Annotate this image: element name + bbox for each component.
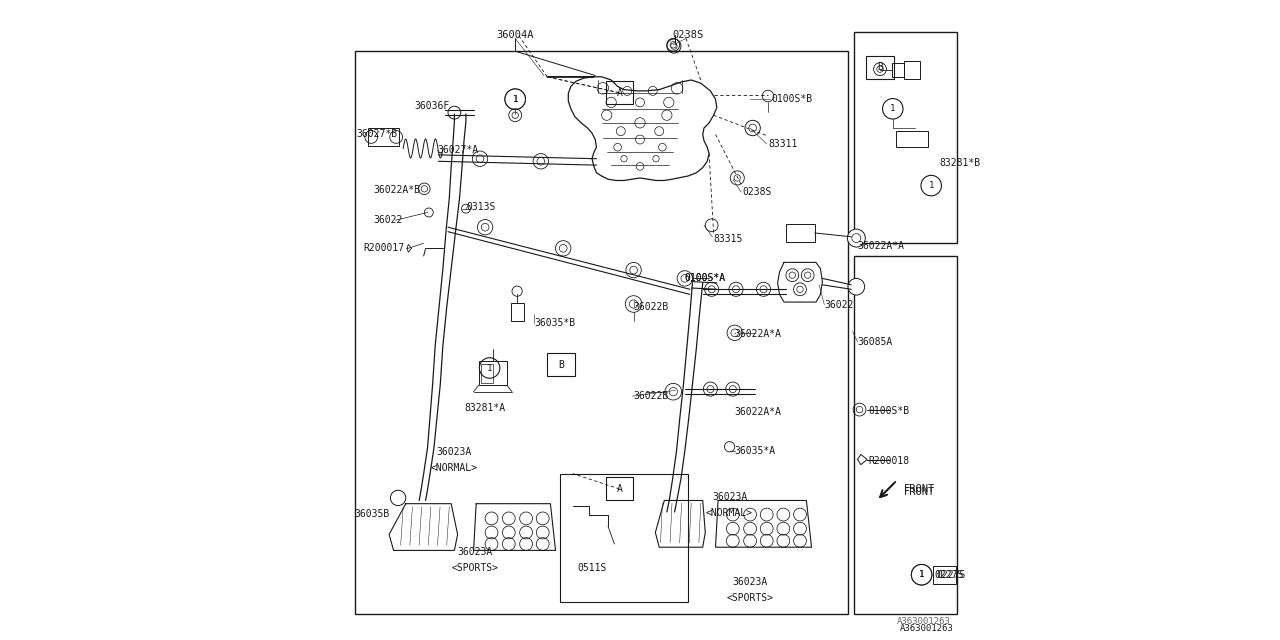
Text: 0511S: 0511S: [577, 563, 607, 573]
Bar: [855, 256, 957, 614]
Circle shape: [480, 358, 500, 378]
Text: 1: 1: [512, 95, 518, 104]
Bar: [605, 477, 634, 500]
Text: 0313S: 0313S: [466, 202, 495, 212]
Text: B: B: [558, 360, 564, 370]
Text: B: B: [877, 62, 883, 72]
Text: <NORMAL>: <NORMAL>: [431, 463, 477, 474]
Text: 36022A*A: 36022A*A: [735, 407, 782, 417]
Circle shape: [448, 106, 461, 119]
Text: A: A: [617, 88, 622, 98]
Text: 36022: 36022: [374, 214, 402, 225]
Circle shape: [506, 89, 526, 109]
Text: 36022: 36022: [824, 300, 854, 310]
Bar: [896, 131, 928, 147]
Text: 1: 1: [486, 364, 493, 372]
Text: 36022B: 36022B: [634, 391, 669, 401]
Circle shape: [847, 229, 865, 247]
Bar: [548, 353, 575, 376]
Bar: [855, 32, 957, 243]
Text: 36023A: 36023A: [712, 492, 748, 502]
Circle shape: [745, 120, 760, 136]
Text: A363001263: A363001263: [900, 624, 954, 633]
Text: FRONT: FRONT: [904, 486, 934, 497]
Text: <NORMAL>: <NORMAL>: [707, 508, 753, 518]
Text: 0100S*A: 0100S*A: [685, 273, 726, 284]
Bar: [561, 474, 689, 602]
Text: 36035B: 36035B: [355, 509, 390, 519]
Text: 36023A: 36023A: [457, 547, 493, 557]
Text: <SPORTS>: <SPORTS>: [727, 593, 773, 603]
Text: 0100S*B: 0100S*B: [869, 406, 910, 416]
Text: 36036F: 36036F: [415, 100, 451, 111]
Text: 36023A: 36023A: [436, 447, 472, 458]
Circle shape: [390, 490, 406, 506]
Bar: [905, 61, 920, 79]
Text: 0238S: 0238S: [672, 30, 704, 40]
Bar: [481, 364, 493, 383]
Bar: [479, 361, 507, 385]
Text: 0238S: 0238S: [742, 187, 772, 197]
Text: 36035*B: 36035*B: [535, 317, 576, 328]
Bar: [891, 63, 904, 77]
Text: 36023A: 36023A: [732, 577, 768, 587]
Text: R200017: R200017: [364, 243, 404, 253]
Bar: [369, 128, 399, 146]
Text: A363001263: A363001263: [897, 617, 950, 626]
Text: R200018: R200018: [869, 456, 910, 466]
Text: 36085A: 36085A: [858, 337, 893, 347]
Circle shape: [911, 564, 932, 585]
Text: 36027*A: 36027*A: [438, 145, 479, 156]
Circle shape: [883, 99, 904, 119]
Text: 0227S: 0227S: [934, 570, 964, 580]
Text: 36022B: 36022B: [634, 301, 669, 312]
Text: 1: 1: [919, 570, 924, 579]
Text: 83311: 83311: [768, 139, 797, 149]
Bar: [786, 224, 815, 242]
Text: 83315: 83315: [714, 234, 742, 244]
Text: 36035*A: 36035*A: [735, 446, 776, 456]
Text: 0100S*B: 0100S*B: [771, 94, 813, 104]
Text: 83281*B: 83281*B: [940, 158, 980, 168]
Text: 36022A*A: 36022A*A: [735, 329, 782, 339]
Text: 36004A: 36004A: [497, 30, 534, 40]
Text: 83281*A: 83281*A: [463, 403, 506, 413]
Bar: [356, 51, 849, 614]
Bar: [511, 303, 524, 321]
Circle shape: [506, 89, 526, 109]
Text: 1: 1: [512, 95, 518, 104]
Text: 0100S*A: 0100S*A: [685, 273, 726, 284]
Text: 36027*B: 36027*B: [356, 129, 398, 140]
Text: FRONT: FRONT: [905, 484, 936, 494]
Text: 1: 1: [919, 570, 924, 579]
Circle shape: [847, 278, 865, 295]
Text: 36022A*B: 36022A*B: [374, 185, 420, 195]
Text: 1: 1: [928, 181, 934, 190]
Text: A: A: [617, 484, 622, 494]
Bar: [867, 56, 893, 79]
Text: <SPORTS>: <SPORTS>: [452, 563, 498, 573]
Circle shape: [922, 175, 942, 196]
Text: 36022A*A: 36022A*A: [858, 241, 905, 251]
Bar: [933, 566, 955, 584]
Circle shape: [911, 564, 932, 585]
Bar: [605, 81, 634, 104]
Text: 1: 1: [890, 104, 896, 113]
Text: 0227S: 0227S: [937, 570, 965, 580]
